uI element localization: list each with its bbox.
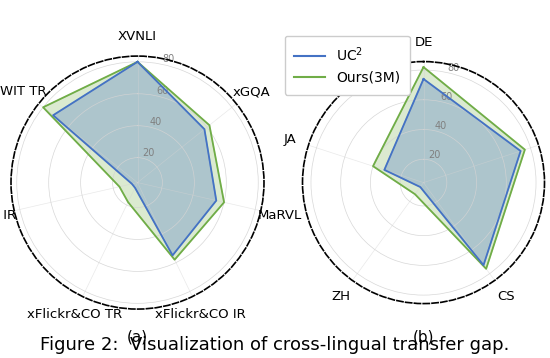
Text: (b): (b) — [412, 329, 434, 344]
Polygon shape — [384, 79, 521, 265]
Text: Figure 2:  Visualization of cross-lingual transfer gap.: Figure 2: Visualization of cross-lingual… — [40, 337, 510, 354]
Polygon shape — [43, 62, 224, 260]
Text: (a): (a) — [127, 329, 148, 344]
Polygon shape — [373, 67, 525, 269]
Polygon shape — [53, 62, 216, 255]
Legend: UC$^2$, Ours(3M): UC$^2$, Ours(3M) — [285, 35, 410, 95]
